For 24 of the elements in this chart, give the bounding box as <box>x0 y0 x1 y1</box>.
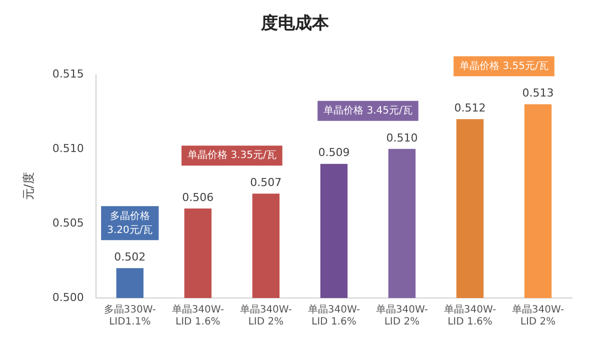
y-tick-label: 0.515 <box>52 67 84 80</box>
data-label: 0.506 <box>182 190 214 204</box>
annotation: 多晶价格 3.20元/瓦 <box>107 210 153 236</box>
y-tick-label: 0.500 <box>52 290 84 304</box>
text: 单晶价格 3.55元/瓦 <box>460 60 548 72</box>
y-tick-label: 0.505 <box>52 216 84 230</box>
chart-title: 度电成本 <box>260 14 330 34</box>
x-tick-label: 多晶330W-LID1.1% <box>104 304 156 328</box>
annotation: 单晶价格 3.35元/瓦 <box>188 149 276 162</box>
x-tick-label: 单晶340W-LID 1.6% <box>172 304 224 328</box>
data-label: 0.502 <box>114 250 146 264</box>
data-label: 0.509 <box>318 146 350 160</box>
x-tick-label: 单晶340W-LID 1.6% <box>308 304 360 328</box>
y-axis-title: 元/度 <box>21 172 36 200</box>
data-label: 0.513 <box>522 86 554 100</box>
data-label: 0.510 <box>386 131 418 144</box>
y-tick-label: 0.510 <box>52 142 84 155</box>
x-tick-label: 单晶340W-LID 1.6% <box>444 304 496 328</box>
x-tick-label: 单晶340W-LID 2% <box>376 304 428 328</box>
data-label: 0.507 <box>250 176 282 190</box>
x-tick-label: 单晶340W-LID 2% <box>240 304 292 328</box>
annotation: 单晶价格 3.45元/瓦 <box>324 104 412 117</box>
data-label: 0.512 <box>454 101 486 114</box>
x-tick-label: 单晶340W-LID 2% <box>512 304 564 328</box>
